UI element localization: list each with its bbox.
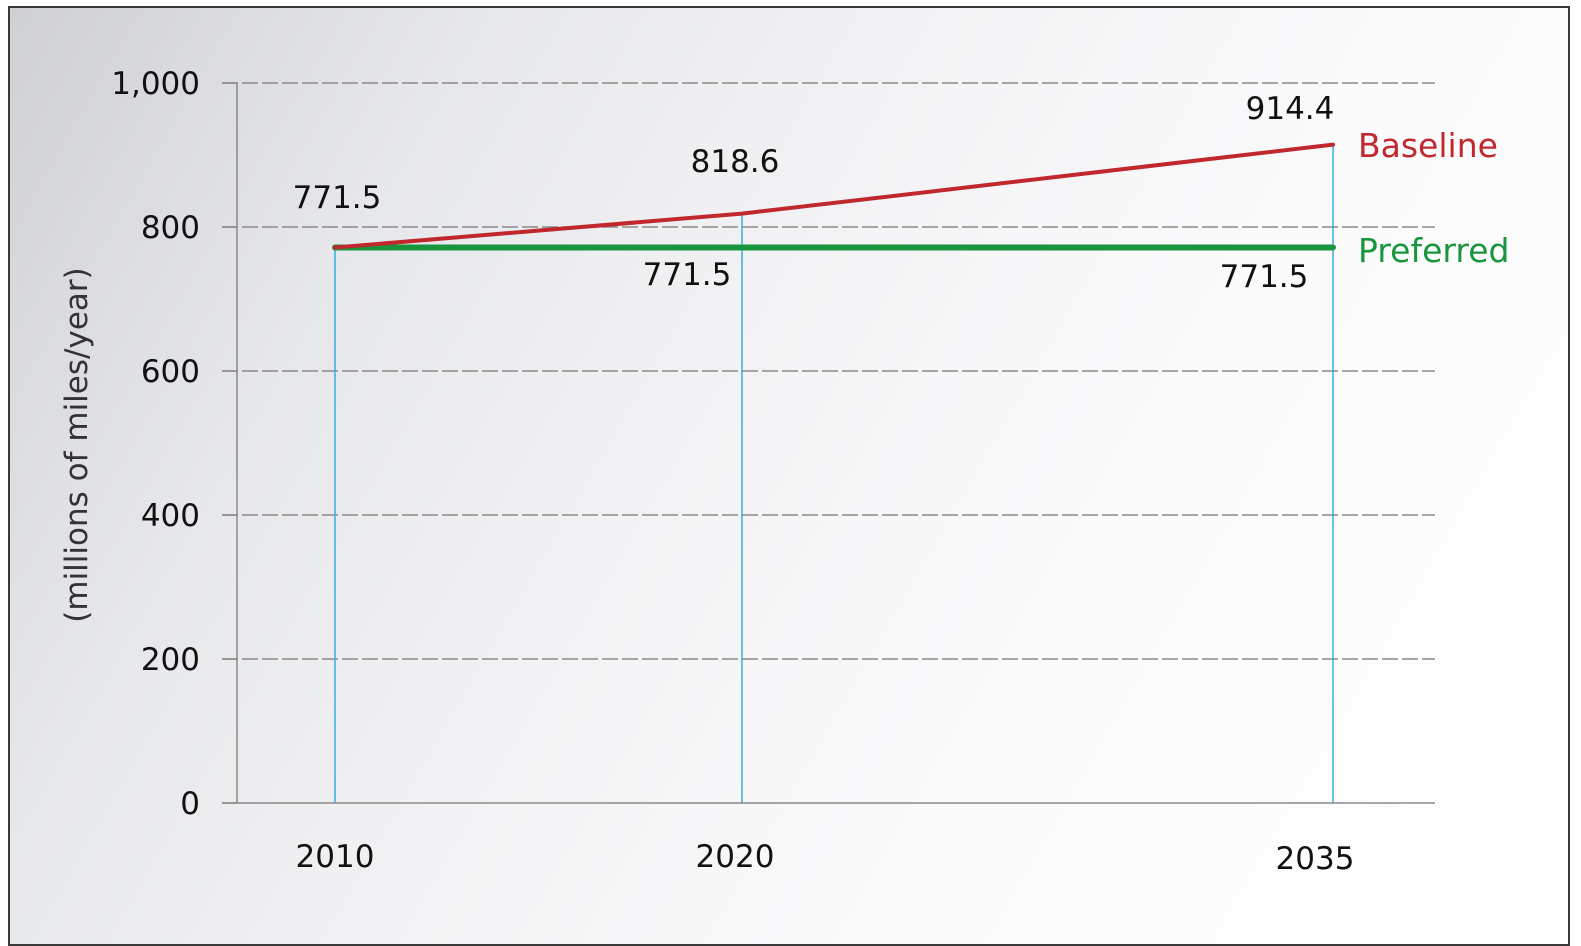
- vertical-guides: [334, 144, 1334, 803]
- data-label: 914.4: [1246, 91, 1335, 127]
- y-tick-label: 600: [141, 354, 200, 390]
- x-tick-labels: 2010 2020 2035: [296, 839, 1355, 877]
- data-label: 771.5: [1220, 259, 1309, 295]
- y-tick-label: 800: [141, 210, 200, 246]
- gridlines: [222, 82, 1435, 660]
- y-axis-label: (millions of miles/year): [59, 267, 95, 622]
- chart-frame: [8, 6, 1570, 946]
- series-name-preferred: Preferred: [1358, 231, 1509, 270]
- x-tick-label: 2010: [296, 839, 375, 875]
- data-labels: 771.5 818.6 914.4 771.5 771.5: [293, 91, 1335, 295]
- y-tick-label: 200: [141, 642, 200, 678]
- data-label: 771.5: [293, 180, 382, 216]
- series-names: Baseline Preferred: [1358, 126, 1509, 270]
- data-label: 771.5: [643, 257, 732, 293]
- y-tick-label: 1,000: [111, 66, 200, 102]
- x-tick-label: 2035: [1276, 841, 1355, 877]
- x-tick-label: 2020: [696, 839, 775, 875]
- y-tick-label: 400: [141, 498, 200, 534]
- series-lines: [332, 142, 1336, 251]
- y-tick-labels: 0 200 400 600 800 1,000: [111, 66, 200, 822]
- axes: [222, 82, 1435, 804]
- data-label: 818.6: [691, 144, 780, 180]
- series-name-baseline: Baseline: [1358, 126, 1498, 165]
- y-tick-label: 0: [180, 786, 200, 822]
- series-line-baseline: [333, 142, 1335, 250]
